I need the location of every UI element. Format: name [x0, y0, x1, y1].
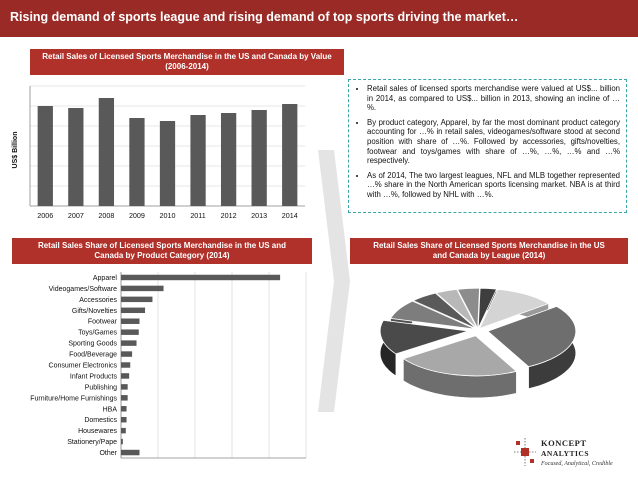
- koncept-logo-mark-icon: [514, 438, 536, 466]
- bar-2006: [37, 106, 53, 206]
- hbar-other: [121, 449, 140, 456]
- hbar-category-label: Toys/Games: [78, 330, 117, 337]
- logo-name-line1: KONCEPT: [541, 438, 587, 448]
- league-chart-header: Retail Sales Share of Licensed Sports Me…: [350, 238, 628, 264]
- bar-tick-label: 2013: [251, 211, 267, 220]
- hbar-furniture-home-furnishings: [121, 395, 128, 401]
- key-findings-box: Retail sales of licensed sports merchand…: [348, 79, 627, 213]
- bar-2014: [282, 104, 298, 206]
- hbar-category-label: Infant Products: [70, 373, 118, 380]
- hbar-category-label: Footwear: [88, 319, 118, 326]
- category-chart-title-line2: Canada by Product Category (2014): [94, 251, 230, 260]
- hbar-category-label: Accessories: [79, 297, 117, 304]
- hbar-stationery-pape: [121, 438, 123, 445]
- hbar-category-label: Food/Beverage: [69, 352, 117, 359]
- category-chart-header: Retail Sales Share of Licensed Sports Me…: [12, 238, 312, 264]
- bar-tick-label: 2012: [221, 211, 237, 220]
- hbar-domestics: [121, 416, 127, 423]
- title-bar: Rising demand of sports league and risin…: [0, 0, 638, 37]
- hbar-category-label: Domestics: [84, 417, 117, 424]
- bar-tick-label: 2014: [282, 211, 298, 220]
- pie-slice: [477, 287, 498, 329]
- bar-chart-title-line1: Retail Sales of Licensed Sports Merchand…: [42, 52, 332, 61]
- bar-tick-label: 2010: [160, 211, 176, 220]
- hbar-category-label: Apparel: [93, 275, 118, 282]
- hbar-publishing: [121, 384, 128, 390]
- hbar-housewares: [121, 427, 126, 434]
- pie-slice: [478, 288, 550, 330]
- logo-tagline: Focused, Analytical, Credible: [541, 461, 613, 467]
- bar-tick-label: 2006: [37, 211, 53, 220]
- pie-slice: [379, 319, 469, 355]
- hbar-sporting-goods: [121, 340, 137, 346]
- bar-tick-label: 2009: [129, 211, 145, 220]
- logo-name-line2: ANALYTICS: [541, 449, 589, 458]
- hbar-food-beverage: [121, 351, 133, 357]
- bar-chart-header: Retail Sales of Licensed Sports Merchand…: [30, 49, 344, 75]
- hbar-category-label: Consumer Electronics: [49, 363, 118, 370]
- hbar-apparel: [121, 274, 281, 281]
- hbar-gifts-novelties: [121, 307, 146, 314]
- hbar-category-label: HBA: [103, 406, 118, 413]
- hbar-category-label: Sporting Goods: [68, 341, 117, 348]
- bar-2013: [251, 110, 267, 206]
- bar-chart-title-line2: (2006-2014): [165, 62, 209, 71]
- value-bar-chart: 2006 2007 2008 2009 2010 2011 2012 2013 2014 US$…: [12, 85, 305, 220]
- bar-2009: [129, 118, 145, 206]
- hbar-accessories: [121, 296, 153, 303]
- finding-1: Retail sales of licensed sports merchand…: [367, 84, 620, 113]
- bar-chart-ylabel: US$ Billion: [12, 132, 19, 169]
- hbar-videogames-software: [121, 285, 164, 292]
- pie-slice: [456, 287, 480, 330]
- bar-2012: [220, 113, 237, 206]
- hbar-consumer-electronics: [121, 362, 131, 368]
- bar-tick-label: 2008: [98, 211, 114, 220]
- hbar-footwear: [121, 318, 140, 324]
- chevron-arrow-icon: [318, 150, 350, 412]
- hbar-category-label: Videogames/Software: [49, 286, 117, 293]
- bar-2011: [190, 115, 206, 206]
- hbar-category-label: Gifts/Novelties: [72, 308, 118, 315]
- finding-3: As of 2014, The two largest leagues, NFL…: [367, 171, 620, 200]
- hbar-toys-games: [121, 329, 139, 335]
- pie-slice: [435, 288, 478, 329]
- hbar-category-label: Furniture/Home Furnishings: [30, 395, 117, 402]
- hbar-hba: [121, 406, 127, 412]
- hbar-infant-products: [121, 373, 130, 379]
- pie-slice: [402, 335, 518, 377]
- bar-tick-label: 2007: [68, 211, 84, 220]
- bar-2007: [68, 108, 84, 206]
- bar-2008: [98, 98, 115, 206]
- hbar-category-label: Publishing: [85, 384, 117, 391]
- finding-2: By product category, Apparel, by far the…: [367, 118, 620, 166]
- hbar-category-label: Other: [99, 450, 117, 457]
- league-pie-chart: [379, 287, 577, 399]
- category-chart-title-line1: Retail Sales Share of Licensed Sports Me…: [37, 241, 287, 250]
- page-title: Rising demand of sports league and risin…: [10, 10, 519, 24]
- bar-tick-label: 2011: [190, 211, 205, 220]
- bar-2010: [159, 121, 176, 206]
- league-chart-title-line2: and Canada by League (2014): [432, 251, 546, 260]
- hbar-category-label: Housewares: [78, 428, 117, 435]
- hbar-category-label: Stationery/Pape: [67, 439, 117, 446]
- pie-slice: [389, 300, 476, 330]
- pie-slice: [487, 305, 577, 368]
- league-chart-title-line1: Retail Sales Share of Licensed Sports Me…: [373, 241, 605, 250]
- category-bar-chart: Apparel Videogames/Software Accessories Gif…: [30, 272, 307, 459]
- pie-slice: [412, 292, 477, 329]
